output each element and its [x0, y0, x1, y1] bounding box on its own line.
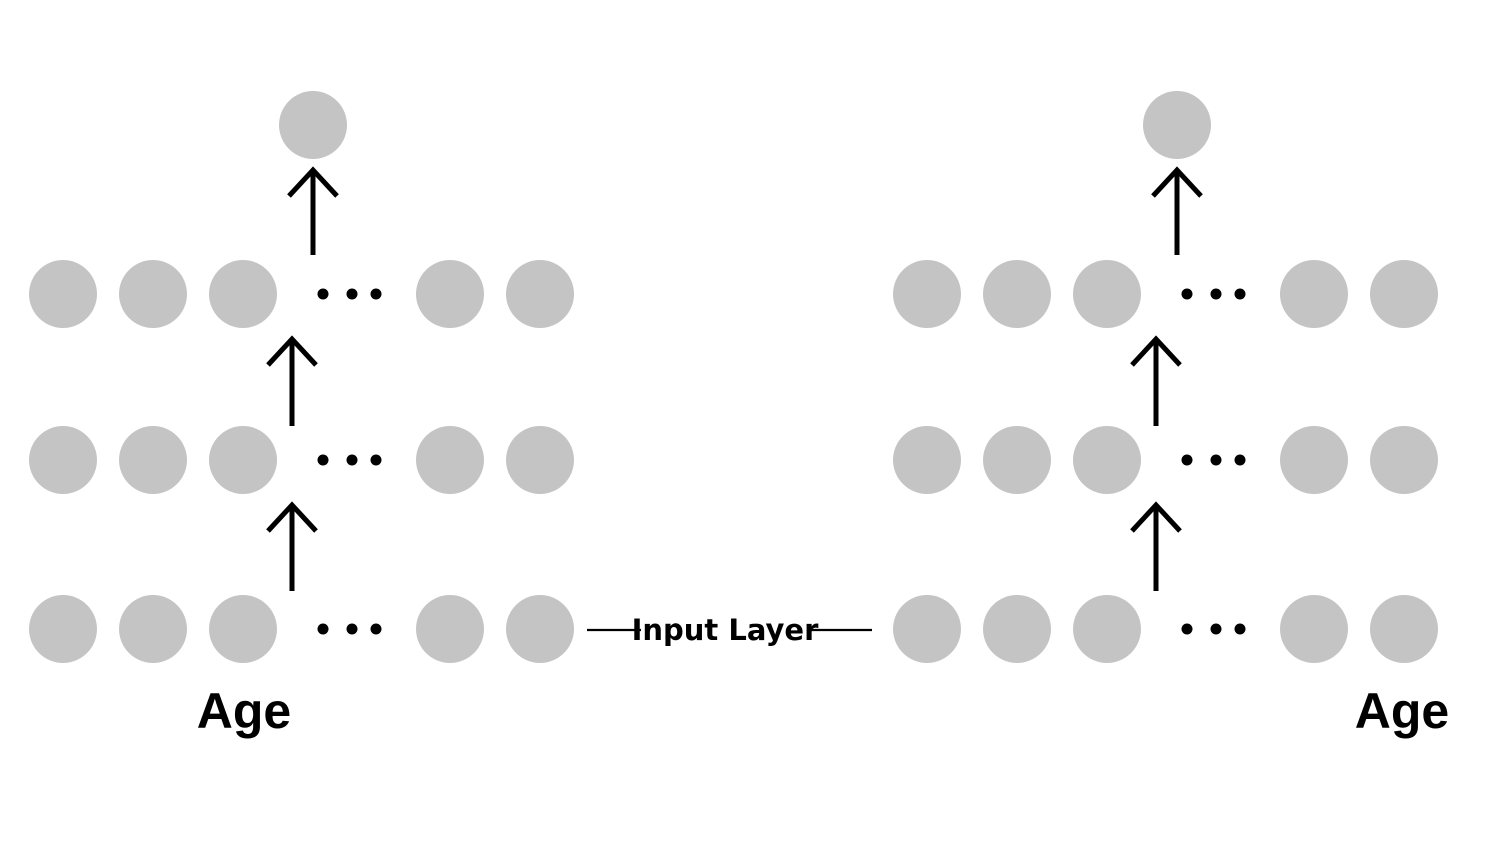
- neuron-node: [983, 426, 1051, 494]
- neuron-node: [893, 260, 961, 328]
- neuron-node: [1280, 426, 1348, 494]
- left-hidden-layer-1: [29, 426, 574, 494]
- neuron-node: [1370, 260, 1438, 328]
- neuron-node: [1073, 426, 1141, 494]
- neuron-node: [506, 595, 574, 663]
- left-arrow-up-icon: [266, 501, 318, 591]
- right-hidden-layer-1: [893, 426, 1438, 494]
- left-network-caption: Age: [197, 683, 291, 739]
- input-layer-connector: Input Layer: [587, 613, 872, 647]
- neuron-node: [983, 260, 1051, 328]
- neuron-node: [209, 595, 277, 663]
- right-output-arrow-up-icon: [1151, 166, 1203, 255]
- neuron-node: [416, 260, 484, 328]
- right-hidden-layer-2: [893, 260, 1438, 328]
- left-output-arrow-up-icon: [287, 166, 339, 255]
- right-network: [893, 91, 1438, 663]
- neuron-node: [1280, 260, 1348, 328]
- left-arrow-up-icon: [266, 335, 318, 426]
- neuron-node: [29, 595, 97, 663]
- neuron-node: [416, 426, 484, 494]
- neuron-node: [209, 426, 277, 494]
- right-network-caption: Age: [1355, 683, 1449, 739]
- input-layer-label: Input Layer: [632, 613, 820, 647]
- left-input-layer: [29, 595, 574, 663]
- right-arrow-up-icon: [1130, 335, 1182, 426]
- neuron-node: [1073, 260, 1141, 328]
- right-input-layer: [893, 595, 1438, 663]
- neuron-node: [893, 426, 961, 494]
- neuron-node: [29, 260, 97, 328]
- right-output-node: [1143, 91, 1211, 159]
- neuron-node: [209, 260, 277, 328]
- neuron-node: [1370, 426, 1438, 494]
- left-hidden-layer-2: [29, 260, 574, 328]
- ellipsis-icon: [1181, 454, 1246, 466]
- neuron-node: [119, 426, 187, 494]
- left-network: [29, 91, 574, 663]
- neuron-node: [506, 426, 574, 494]
- right-arrow-up-icon: [1130, 501, 1182, 591]
- neuron-node: [893, 595, 961, 663]
- neuron-node: [983, 595, 1051, 663]
- ellipsis-icon: [1181, 288, 1246, 300]
- neuron-node: [416, 595, 484, 663]
- neuron-node: [506, 260, 574, 328]
- neuron-node: [1370, 595, 1438, 663]
- left-output-node: [279, 91, 347, 159]
- ellipsis-icon: [317, 623, 382, 635]
- ellipsis-icon: [1181, 623, 1246, 635]
- neuron-node: [1280, 595, 1348, 663]
- neuron-node: [119, 260, 187, 328]
- neuron-node: [29, 426, 97, 494]
- ellipsis-icon: [317, 288, 382, 300]
- neuron-node: [1073, 595, 1141, 663]
- neuron-node: [119, 595, 187, 663]
- ellipsis-icon: [317, 454, 382, 466]
